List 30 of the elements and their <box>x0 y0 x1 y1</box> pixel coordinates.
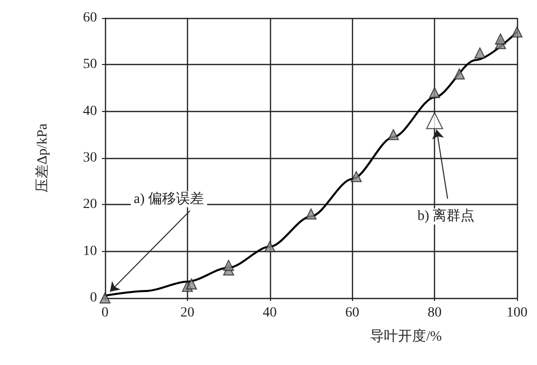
point <box>186 278 198 290</box>
x-tick-label: 100 <box>506 306 528 320</box>
point <box>264 241 276 252</box>
y-tick-label: 60 <box>83 10 97 26</box>
y-tick-label: 30 <box>83 150 97 166</box>
annotation: b) 离群点 <box>417 208 475 224</box>
point <box>223 260 234 271</box>
y-tick-label: 50 <box>83 57 97 72</box>
y-tick-label: 20 <box>83 197 97 212</box>
point <box>512 26 522 38</box>
point <box>306 208 316 220</box>
point <box>388 129 399 140</box>
x-tick-label: 40 <box>262 306 277 320</box>
annotation: a) 偏移误差 <box>134 190 204 207</box>
point <box>495 34 506 44</box>
y-tick-label: 10 <box>83 244 97 259</box>
x-tick-label: 20 <box>180 306 194 320</box>
y-axis-title: 压差Δp/kPa <box>34 122 50 192</box>
point <box>474 48 486 58</box>
point <box>100 292 110 304</box>
x-axis-title: 导叶开度/% <box>370 328 442 344</box>
point <box>350 171 362 182</box>
point <box>429 87 440 98</box>
y-tick-label: 0 <box>90 290 97 306</box>
x-tick-label: 0 <box>102 306 108 320</box>
y-tick-label: 40 <box>83 104 97 119</box>
x-tick-label: 60 <box>345 306 360 320</box>
point <box>454 68 465 80</box>
x-tick-label: 80 <box>428 306 442 320</box>
point <box>426 112 444 130</box>
